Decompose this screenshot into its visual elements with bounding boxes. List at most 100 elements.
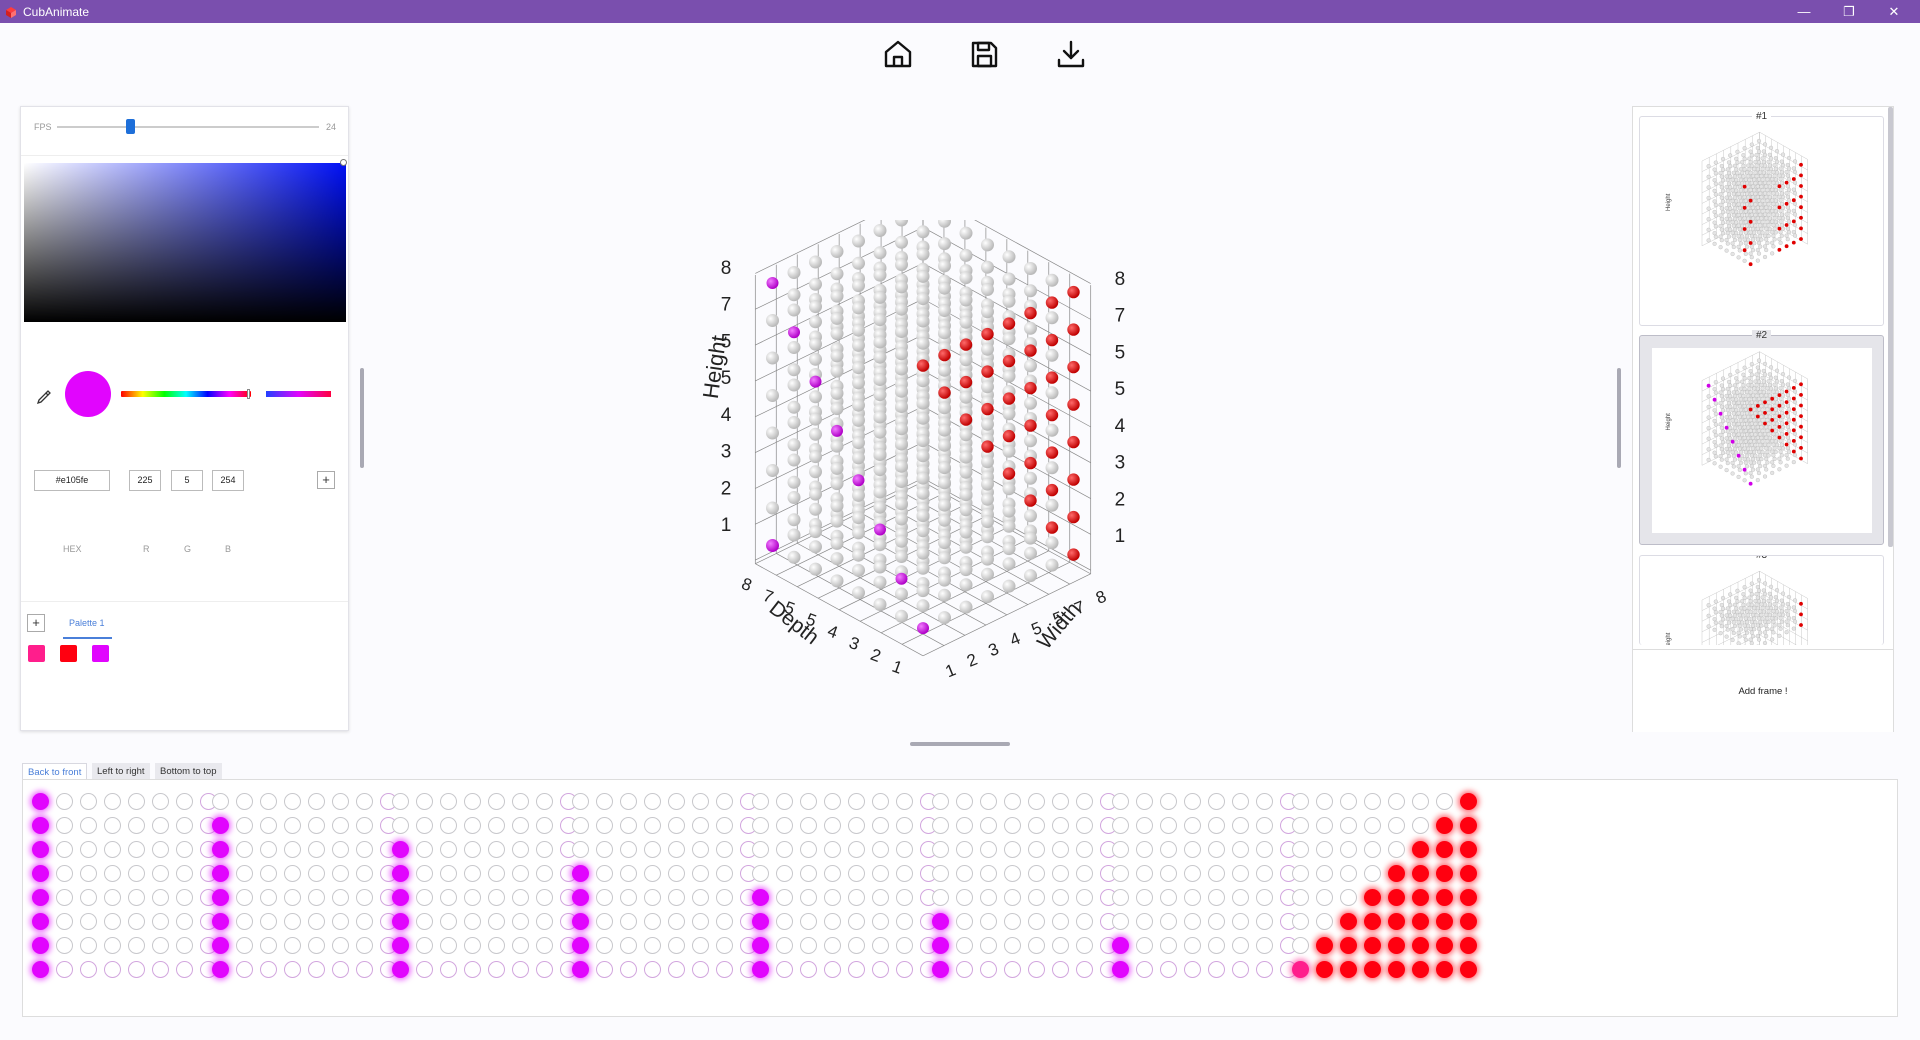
led-toggle[interactable] [56, 937, 73, 954]
led-toggle[interactable] [620, 913, 637, 930]
led-toggle[interactable] [872, 817, 889, 834]
led-toggle[interactable] [152, 937, 169, 954]
led-toggle[interactable] [1208, 889, 1225, 906]
led-toggle[interactable] [1316, 865, 1333, 882]
led-toggle[interactable] [1004, 913, 1021, 930]
led-toggle[interactable] [152, 913, 169, 930]
led-toggle[interactable] [488, 889, 505, 906]
led-toggle[interactable] [1232, 937, 1249, 954]
hue-slider-thumb[interactable] [247, 389, 250, 399]
fps-slider-thumb[interactable] [126, 119, 136, 134]
led-toggle[interactable] [872, 841, 889, 858]
led-toggle[interactable] [596, 865, 613, 882]
led-toggle[interactable] [536, 913, 553, 930]
led-toggle[interactable] [1460, 889, 1477, 906]
led-toggle[interactable] [572, 913, 589, 930]
led-toggle[interactable] [1388, 793, 1405, 810]
led-toggle[interactable] [1028, 793, 1045, 810]
led-toggle[interactable] [356, 841, 373, 858]
led-toggle[interactable] [1004, 817, 1021, 834]
led-toggle[interactable] [260, 817, 277, 834]
led-toggle[interactable] [1076, 961, 1093, 978]
led-toggle[interactable] [536, 841, 553, 858]
led-toggle[interactable] [464, 937, 481, 954]
led-toggle[interactable] [176, 841, 193, 858]
led-toggle[interactable] [668, 961, 685, 978]
led-toggle[interactable] [1160, 913, 1177, 930]
led-toggle[interactable] [668, 793, 685, 810]
led-toggle[interactable] [1460, 865, 1477, 882]
led-toggle[interactable] [644, 865, 661, 882]
led-toggle[interactable] [896, 841, 913, 858]
led-toggle[interactable] [260, 793, 277, 810]
led-toggle[interactable] [260, 913, 277, 930]
led-toggle[interactable] [1052, 817, 1069, 834]
led-toggle[interactable] [1292, 865, 1309, 882]
led-toggle[interactable] [104, 865, 121, 882]
led-toggle[interactable] [1460, 841, 1477, 858]
saturation-value-picker[interactable] [24, 163, 346, 322]
led-toggle[interactable] [80, 841, 97, 858]
led-toggle[interactable] [284, 961, 301, 978]
led-toggle[interactable] [152, 841, 169, 858]
led-toggle[interactable] [128, 937, 145, 954]
led-toggle[interactable] [32, 841, 49, 858]
led-toggle[interactable] [1412, 841, 1429, 858]
led-toggle[interactable] [176, 865, 193, 882]
g-input[interactable]: 5 [171, 470, 203, 491]
led-toggle[interactable] [332, 961, 349, 978]
led-toggle[interactable] [1160, 961, 1177, 978]
led-toggle[interactable] [416, 889, 433, 906]
led-toggle[interactable] [1208, 913, 1225, 930]
led-toggle[interactable] [128, 889, 145, 906]
led-toggle[interactable] [488, 865, 505, 882]
led-toggle[interactable] [1184, 817, 1201, 834]
led-toggle[interactable] [392, 793, 409, 810]
tab-bottom-to-top[interactable]: Bottom to top [155, 763, 222, 780]
led-toggle[interactable] [1028, 817, 1045, 834]
led-toggle[interactable] [1112, 913, 1129, 930]
led-toggle[interactable] [512, 937, 529, 954]
led-toggle[interactable] [776, 841, 793, 858]
led-toggle[interactable] [488, 961, 505, 978]
led-toggle[interactable] [416, 793, 433, 810]
led-toggle[interactable] [32, 817, 49, 834]
led-toggle[interactable] [716, 865, 733, 882]
led-toggle[interactable] [152, 961, 169, 978]
led-toggle[interactable] [512, 961, 529, 978]
led-toggle[interactable] [800, 817, 817, 834]
led-toggle[interactable] [152, 889, 169, 906]
led-toggle[interactable] [1388, 865, 1405, 882]
led-toggle[interactable] [440, 793, 457, 810]
frame-card-3[interactable]: #3 Height [1639, 555, 1884, 645]
led-toggle[interactable] [416, 961, 433, 978]
led-toggle[interactable] [212, 865, 229, 882]
led-toggle[interactable] [1316, 937, 1333, 954]
led-toggle[interactable] [260, 841, 277, 858]
led-toggle[interactable] [824, 817, 841, 834]
led-toggle[interactable] [1460, 793, 1477, 810]
led-toggle[interactable] [932, 841, 949, 858]
led-toggle[interactable] [872, 961, 889, 978]
led-toggle[interactable] [512, 889, 529, 906]
led-toggle[interactable] [644, 889, 661, 906]
led-toggle[interactable] [176, 961, 193, 978]
led-toggle[interactable] [536, 817, 553, 834]
led-toggle[interactable] [392, 865, 409, 882]
led-toggle[interactable] [1160, 817, 1177, 834]
led-toggle[interactable] [1340, 817, 1357, 834]
led-toggle[interactable] [956, 817, 973, 834]
led-toggle[interactable] [932, 865, 949, 882]
led-toggle[interactable] [848, 889, 865, 906]
led-toggle[interactable] [752, 889, 769, 906]
led-toggle[interactable] [692, 817, 709, 834]
led-toggle[interactable] [1412, 817, 1429, 834]
led-toggle[interactable] [776, 937, 793, 954]
led-toggle[interactable] [1436, 865, 1453, 882]
led-toggle[interactable] [1292, 961, 1309, 978]
led-toggle[interactable] [236, 889, 253, 906]
led-toggle[interactable] [1208, 793, 1225, 810]
led-toggle[interactable] [212, 817, 229, 834]
led-toggle[interactable] [1232, 889, 1249, 906]
led-toggle[interactable] [260, 961, 277, 978]
